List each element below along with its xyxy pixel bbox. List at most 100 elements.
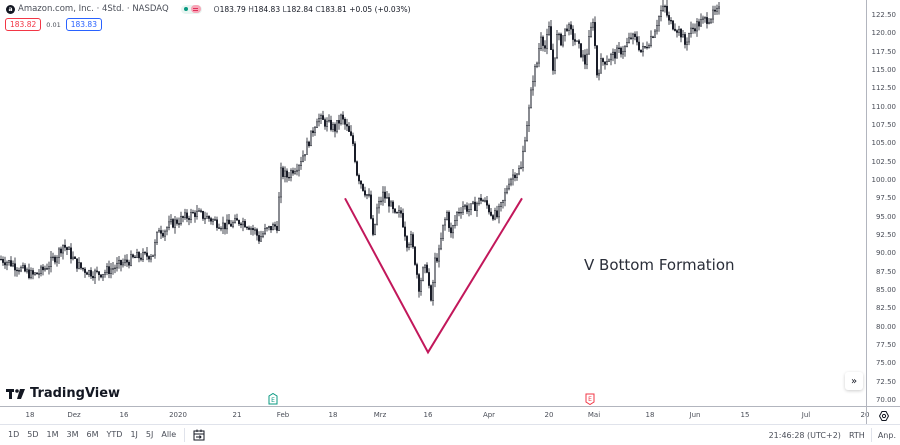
candle (140, 253, 142, 262)
candle (616, 44, 618, 59)
time-tick: Apr (482, 411, 496, 419)
candle (362, 183, 364, 192)
price-axis[interactable]: 122.50 120.00 117.50 115.00 112.50 110.00 107.… (866, 0, 900, 406)
candle (702, 15, 704, 24)
price-tick: 80.00 (875, 322, 896, 331)
candle (520, 161, 522, 170)
candle (40, 264, 42, 277)
candle (176, 217, 178, 226)
range-button-5d[interactable]: 5D (27, 430, 39, 439)
candle (374, 223, 376, 236)
candle (264, 223, 266, 236)
price-tick: 82.50 (875, 304, 896, 313)
scroll-to-realtime-button[interactable]: » (845, 372, 863, 390)
adjust-toggle[interactable]: Anp. (877, 430, 896, 440)
market-status-pill[interactable] (180, 4, 202, 14)
candle (436, 253, 438, 263)
candle (34, 271, 36, 276)
earnings-past-icon[interactable]: E (268, 393, 278, 405)
candle (208, 215, 210, 222)
candle (292, 167, 294, 176)
candle (76, 258, 78, 272)
candle (504, 188, 506, 207)
candle (244, 218, 246, 228)
earnings-upcoming-icon[interactable]: E (585, 393, 595, 405)
candle (416, 262, 418, 279)
candle (38, 268, 40, 279)
candle (660, 5, 662, 22)
price-tick: 117.50 (871, 47, 897, 56)
candle (60, 246, 62, 257)
price-tick: 95.00 (875, 212, 896, 221)
candle (206, 212, 208, 219)
session-toggle[interactable]: RTH (848, 430, 865, 440)
candle (204, 211, 206, 224)
candle (414, 246, 416, 266)
candle (700, 13, 702, 27)
candle (404, 221, 406, 241)
range-button-1d[interactable]: 1D (8, 430, 20, 439)
time-tick: 16 (423, 411, 433, 419)
candle (288, 171, 290, 182)
candle (664, 4, 666, 13)
price-tick: 85.00 (875, 286, 896, 294)
candlestick-plot[interactable] (0, 0, 866, 406)
candle (670, 17, 672, 25)
candle (656, 19, 658, 35)
price-tick: 75.00 (875, 359, 896, 368)
candle (20, 265, 22, 273)
clock[interactable]: 21:46:28 (UTC+2) (768, 430, 841, 440)
candle (314, 126, 316, 136)
candle (606, 55, 608, 66)
candle (584, 49, 586, 70)
bottom-toolbar: 1D 5D 1M 3M 6M YTD 1J 5J Alle 21:46:28 (UTC+2) R… (0, 424, 900, 444)
candle (480, 194, 482, 205)
candle (484, 197, 486, 203)
candle (64, 239, 66, 252)
ask-button[interactable]: 183.83 (65, 18, 102, 31)
candle (66, 246, 68, 255)
range-button-3m[interactable]: 3M (66, 430, 79, 439)
range-button-5j[interactable]: 5J (145, 430, 154, 439)
candle (236, 213, 238, 221)
candle (598, 69, 600, 81)
candle (640, 49, 642, 53)
symbol-title[interactable]: Amazon.com, Inc. · 4Std. · NASDAQ (18, 4, 169, 14)
axis-settings-button[interactable] (866, 406, 900, 424)
time-axis[interactable]: 18 Dez 16 2020 21 Feb 18 Mrz 16 Apr 20 Mai 18 Jun 15 Ju… (0, 406, 869, 424)
candle (610, 52, 612, 66)
candle (198, 207, 200, 212)
date-range-buttons: 1D 5D 1M 3M 6M YTD 1J 5J Alle (0, 430, 176, 439)
chart-canvas[interactable] (0, 0, 866, 406)
v-bottom-trendline[interactable] (344, 197, 523, 355)
candle (174, 215, 176, 234)
calendar-goto-icon[interactable] (193, 429, 205, 441)
logo-text: TradingView (30, 386, 121, 401)
range-button-ytd[interactable]: YTD (106, 430, 123, 439)
candle (62, 244, 64, 260)
bid-button[interactable]: 183.82 (5, 18, 42, 31)
price-tick: 115.00 (871, 66, 897, 74)
status-right: 21:46:28 (UTC+2) RTH Anp. (769, 425, 900, 445)
candle (522, 145, 524, 172)
candle (526, 121, 528, 142)
range-button-1m[interactable]: 1M (46, 430, 59, 439)
candle (376, 203, 378, 226)
candle (138, 251, 140, 263)
candle (234, 214, 236, 224)
candle (36, 272, 38, 275)
tradingview-logo[interactable]: TradingView (6, 386, 120, 401)
price-tick: 102.50 (871, 157, 897, 166)
v-bottom-annotation[interactable]: V Bottom Formation (584, 256, 735, 274)
candle (620, 46, 622, 58)
candle (172, 218, 174, 229)
candle (604, 61, 606, 70)
candle (548, 21, 550, 36)
time-tick: 20 (860, 411, 870, 419)
range-button-1j[interactable]: 1J (130, 430, 138, 439)
time-tick: 15 (740, 411, 750, 419)
candle (330, 115, 332, 132)
range-button-6m[interactable]: 6M (86, 430, 99, 439)
candle (132, 253, 134, 259)
range-button-alle[interactable]: Alle (161, 430, 177, 439)
